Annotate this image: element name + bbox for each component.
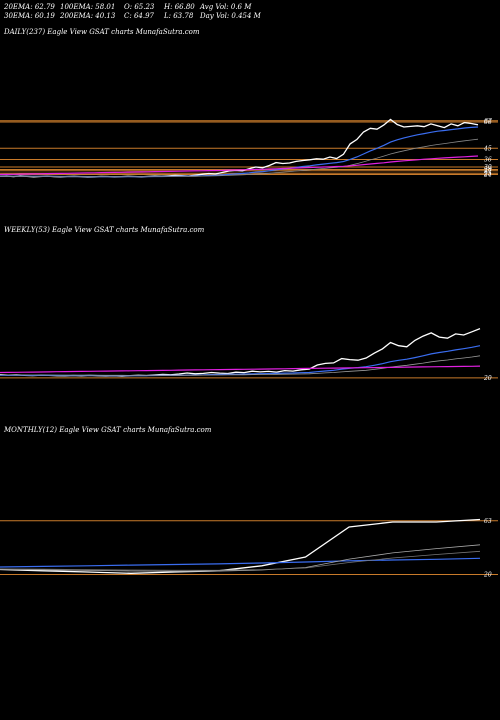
daily-panel-label: DAILY(237) Eagle View GSAT charts Munafa… <box>4 28 200 36</box>
monthly-series-price <box>0 518 481 574</box>
daily-tick-label-7: 25 <box>483 170 492 177</box>
daily-tick-label-3: 36 <box>484 157 492 164</box>
daily-series-ema-magenta <box>0 155 479 176</box>
weekly-series-ema-magenta <box>0 365 481 374</box>
monthly-series-ema-gray2 <box>0 550 481 571</box>
ema20-readout: 20EMA: 62.79 <box>4 3 55 11</box>
low-readout: L: 63.78 <box>164 12 194 20</box>
monthly-series-ema-gray1 <box>0 544 481 572</box>
weekly-panel-label: WEEKLY(53) Eagle View GSAT charts Munafa… <box>4 226 205 234</box>
avg-vol-readout: Avg Vol: 0.6 M <box>200 3 252 11</box>
close-readout: C: 64.97 <box>124 12 154 20</box>
high-readout: H: 66.80 <box>164 3 195 11</box>
daily-series-ema-slow <box>0 138 479 177</box>
monthly-series-ema-blue <box>0 557 481 568</box>
daily-tick-label-1: 66 <box>484 119 492 126</box>
open-readout: O: 65.23 <box>124 3 155 11</box>
monthly-tick-label-1: 20 <box>483 572 492 579</box>
monthly-chart: 63 20 <box>0 518 498 579</box>
monthly-panel-label: MONTHLY(12) Eagle View GSAT charts Munaf… <box>4 426 212 434</box>
ema30-readout: 30EMA: 60.19 <box>4 12 55 20</box>
daily-tick-label-4: 30 <box>484 164 492 171</box>
day-vol-readout: Day Vol: 0.454 M <box>200 12 261 20</box>
daily-tick-label-8: 24 <box>483 172 492 179</box>
weekly-tick-label-0: 20 <box>483 375 492 382</box>
daily-tick-label-2: 45 <box>483 145 492 152</box>
daily-tick-label-5: 28 <box>483 167 492 174</box>
daily-tick-label-0: 67 <box>484 118 492 125</box>
weekly-series-ema-gray <box>0 355 481 376</box>
monthly-tick-label-0: 63 <box>484 518 492 525</box>
ema200-readout: 200EMA: 40.13 <box>60 12 116 20</box>
ema100-readout: 100EMA: 58.01 <box>60 3 116 11</box>
daily-tick-label-6: 27 <box>483 168 492 175</box>
weekly-chart: 20 <box>0 327 498 382</box>
